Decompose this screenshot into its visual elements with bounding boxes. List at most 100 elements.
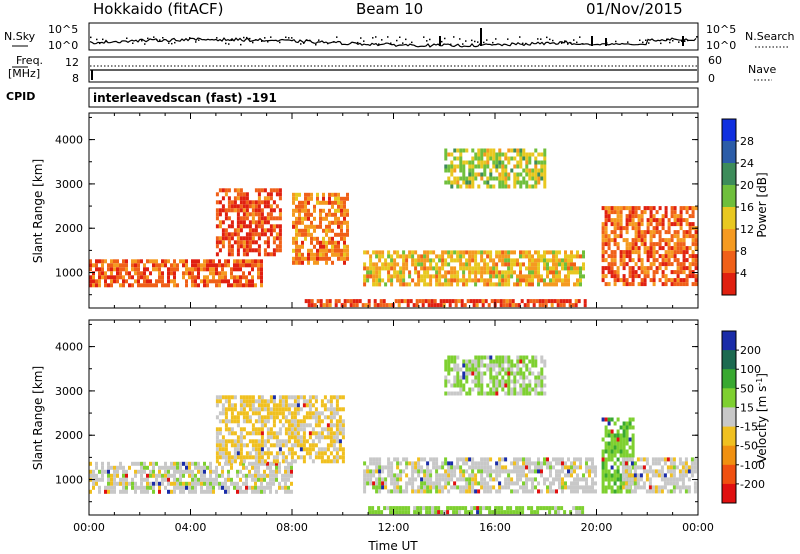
data-cell	[320, 419, 324, 424]
data-cell	[604, 425, 608, 430]
data-cell	[257, 224, 261, 229]
data-cell	[260, 228, 264, 233]
data-cell	[98, 469, 101, 474]
data-cell	[634, 234, 638, 239]
data-cell	[185, 481, 188, 486]
data-cell	[630, 473, 634, 478]
data-cell	[540, 168, 544, 173]
data-cell	[319, 208, 322, 213]
data-cell	[459, 262, 463, 267]
data-cell	[200, 263, 203, 268]
data-cell	[654, 461, 658, 466]
data-cell	[295, 204, 298, 209]
data-cell	[423, 278, 427, 283]
data-cell	[483, 477, 487, 482]
data-cell	[95, 465, 98, 470]
data-cell	[176, 469, 179, 474]
data-cell	[636, 465, 640, 470]
data-cell	[664, 230, 668, 235]
data-cell	[426, 254, 430, 259]
data-cell	[521, 510, 525, 515]
data-cell	[513, 387, 517, 392]
data-cell	[465, 457, 469, 462]
data-cell	[652, 270, 656, 275]
data-cell	[233, 259, 236, 264]
data-cell	[519, 262, 522, 267]
data-cell	[396, 477, 400, 482]
data-cell	[137, 279, 140, 284]
data-cell	[610, 238, 614, 243]
data-cell	[263, 240, 267, 245]
data-cell	[402, 250, 406, 255]
data-cell	[573, 457, 576, 462]
data-cell	[543, 481, 546, 486]
noise-search-point	[537, 38, 539, 40]
data-cell	[576, 465, 579, 470]
data-cell	[101, 275, 104, 280]
data-cell	[287, 407, 291, 412]
data-cell	[558, 461, 561, 466]
data-cell	[525, 156, 529, 161]
data-cell	[407, 506, 411, 511]
data-cell	[194, 263, 197, 268]
data-cell	[531, 282, 534, 287]
data-cell	[278, 244, 282, 249]
data-cell	[495, 270, 499, 275]
data-cell	[239, 244, 243, 249]
data-cell	[399, 485, 403, 490]
data-cell	[322, 248, 325, 253]
data-cell	[622, 453, 626, 458]
data-cell	[447, 489, 451, 494]
data-cell	[221, 407, 225, 412]
data-cell	[298, 248, 301, 253]
data-cell	[334, 196, 337, 201]
data-cell	[257, 485, 260, 490]
data-cell	[625, 262, 629, 267]
data-cell	[474, 274, 478, 279]
data-cell	[125, 485, 128, 490]
data-cell	[613, 222, 617, 227]
data-cell	[233, 485, 236, 490]
data-cell	[215, 427, 219, 432]
data-cell	[468, 176, 472, 181]
data-cell	[266, 447, 270, 452]
data-cell	[329, 423, 333, 428]
data-cell	[338, 431, 342, 436]
data-cell	[543, 156, 547, 161]
data-cell	[372, 481, 376, 486]
data-cell	[340, 303, 344, 308]
data-cell	[613, 278, 617, 283]
data-cell	[576, 282, 579, 287]
data-cell	[585, 485, 588, 490]
data-cell	[275, 439, 279, 444]
data-cell	[290, 423, 294, 428]
data-cell	[218, 271, 221, 276]
data-cell	[576, 481, 579, 486]
data-cell	[631, 238, 635, 243]
data-cell	[450, 367, 454, 372]
data-cell	[585, 477, 588, 482]
data-cell	[242, 443, 246, 448]
data-cell	[212, 481, 215, 486]
data-cell	[313, 204, 316, 209]
data-cell	[633, 465, 637, 470]
data-cell	[447, 363, 451, 368]
data-cell	[230, 477, 233, 482]
data-cell	[453, 176, 457, 181]
data-cell	[260, 439, 264, 444]
data-cell	[155, 461, 158, 466]
noise-search-point	[372, 37, 374, 39]
data-cell	[419, 506, 423, 511]
data-cell	[516, 379, 520, 384]
data-cell	[384, 266, 388, 271]
data-cell	[675, 477, 679, 482]
data-cell	[427, 299, 431, 304]
data-cell	[657, 485, 661, 490]
data-cell	[140, 275, 143, 280]
data-cell	[515, 510, 519, 515]
data-cell	[408, 461, 412, 466]
data-cell	[230, 236, 234, 241]
data-cell	[338, 395, 342, 400]
data-cell	[298, 228, 301, 233]
beam-title: Beam 10	[356, 0, 423, 18]
